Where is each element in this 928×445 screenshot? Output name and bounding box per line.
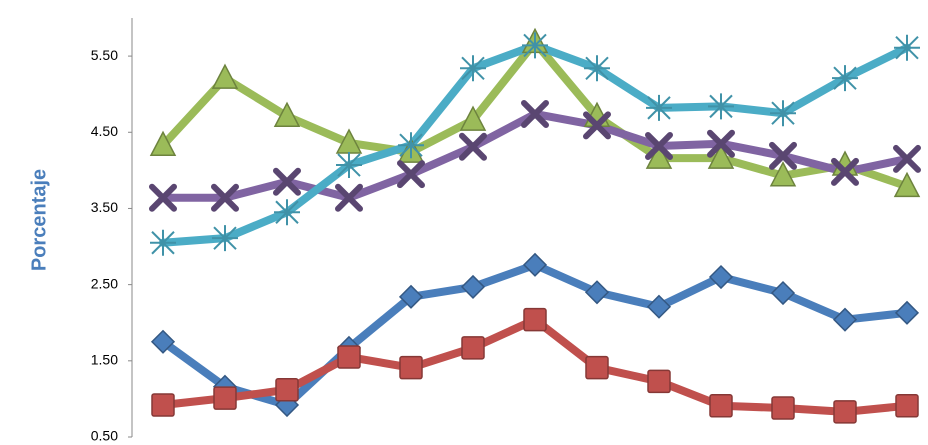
marker [522,252,548,277]
marker [459,132,487,161]
marker [894,300,920,325]
marker [521,99,549,128]
marker [211,183,239,212]
y-tick-label: 4.50 [91,123,118,139]
marker [895,394,919,418]
y-axis-label: Porcentaje [28,169,50,271]
marker [647,369,671,394]
marker [831,157,859,186]
marker [646,294,672,319]
marker [273,167,301,196]
marker [769,161,797,187]
marker [335,183,363,212]
marker [149,183,177,212]
marker [211,63,239,89]
marker [894,34,920,61]
marker [460,274,486,299]
marker [709,394,733,418]
marker [893,144,921,173]
marker [585,355,609,380]
marker [461,336,485,360]
marker [833,400,857,424]
marker [584,55,610,82]
marker [893,171,921,198]
marker [769,141,797,170]
marker [398,284,424,309]
marker [707,129,735,158]
marker [523,307,547,332]
y-tick-label: 3.50 [91,199,118,215]
marker [832,65,858,92]
marker [273,101,301,128]
marker [646,94,672,121]
marker [398,132,424,159]
marker [708,264,734,290]
marker [460,55,486,82]
marker [708,93,734,120]
y-tick-label: 0.50 [91,428,118,444]
marker [645,131,673,160]
marker [150,329,176,354]
marker [771,396,795,420]
marker [645,143,673,169]
marker [397,160,425,189]
marker [274,199,300,226]
marker [459,105,487,131]
marker [151,393,175,417]
y-tick-label: 1.50 [91,352,118,368]
marker [336,152,362,179]
marker [212,225,238,252]
marker [583,111,611,140]
marker [275,378,299,402]
marker [150,229,176,256]
marker [149,130,177,156]
marker [337,345,361,369]
y-tick-label: 5.50 [91,47,118,63]
marker [522,32,548,59]
marker [584,280,610,305]
y-tick-label: 2.50 [91,275,118,291]
marker [213,386,237,410]
marker [770,100,796,127]
marker [832,307,858,332]
marker [770,280,796,306]
series-line [159,260,911,410]
marker [707,143,735,169]
marker [399,355,423,380]
